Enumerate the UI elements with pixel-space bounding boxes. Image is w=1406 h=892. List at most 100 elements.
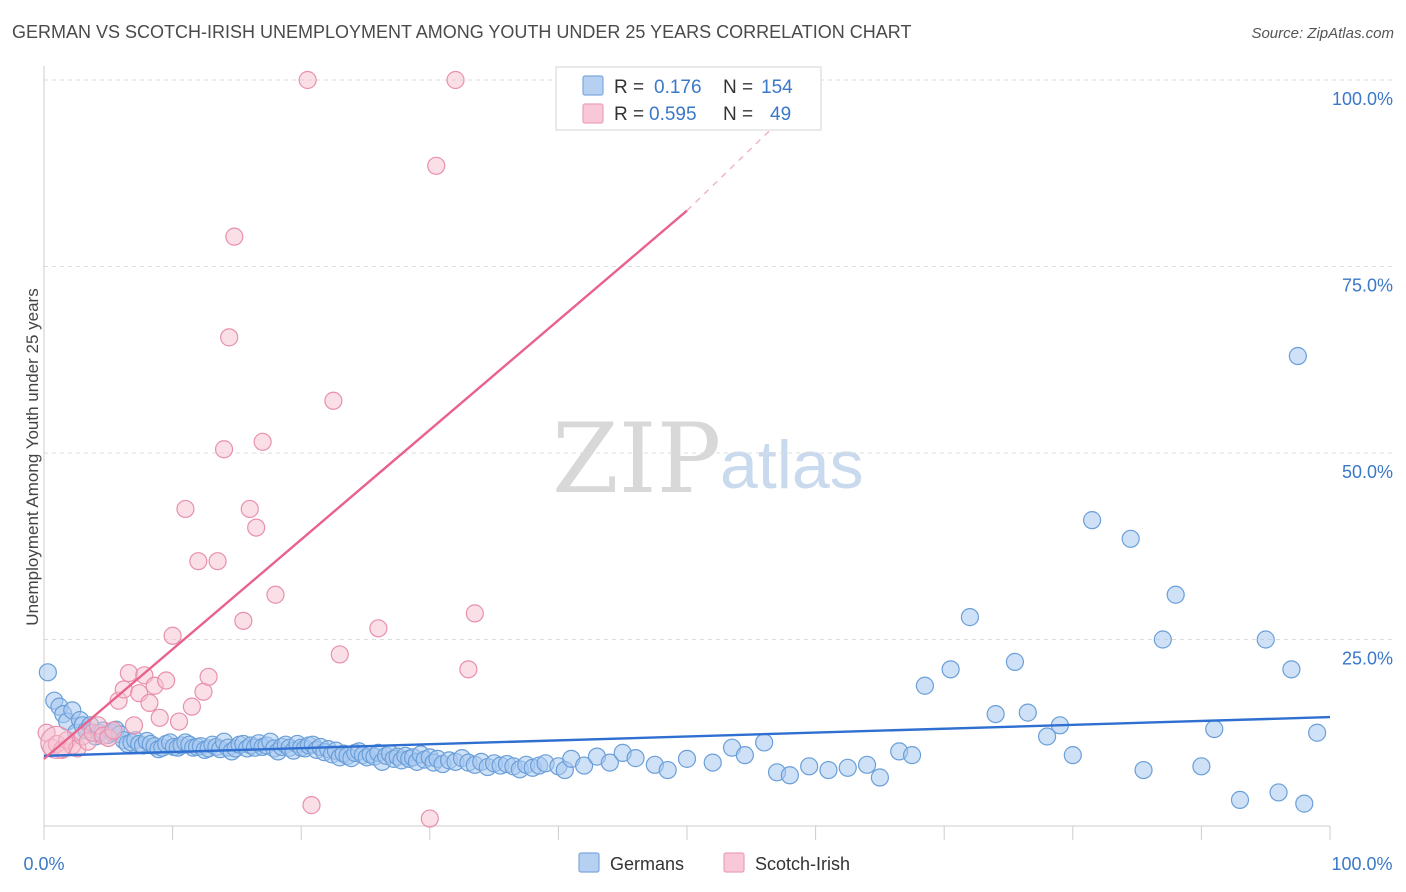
scotch-irish-point-49 [465,604,484,623]
scotch-irish-point-31 [208,552,227,571]
legend-n-label-scotch-irish: N = [723,104,753,125]
germans-point-152 [1134,760,1153,780]
legend-r-label-germans: R = [614,77,644,98]
scotch-irish-point-13 [104,721,123,740]
germans-point-150 [1082,511,1102,530]
chart-title: GERMAN VS SCOTCH-IRISH UNEMPLOYMENT AMON… [12,22,911,42]
scotch-irish-point-27 [182,697,201,716]
scotch-irish-point-40 [298,70,317,90]
legend-r-value-germans: 0.176 [654,77,702,98]
scotch-irish-point-46 [427,156,446,175]
scotch-irish-point-38 [253,432,272,451]
watermark-atlas: atlas [720,427,864,503]
scotch-irish-point-36 [240,499,259,519]
germans-point-142 [941,660,960,679]
germans-point-130 [735,746,754,765]
legend-r-value-scotch-irish: 0.595 [649,104,697,125]
germans-point-156 [1205,719,1224,739]
scotch-irish-point-24 [163,626,182,645]
y-tick-label-75: 75.0% [1342,276,1393,296]
scotch-irish-point-20 [140,693,159,713]
scotch-irish-point-41 [302,796,321,815]
y-tick-label-50: 50.0% [1342,462,1393,482]
scotch-irish-point-48 [459,660,478,679]
chart-source: Source: ZipAtlas.com [1251,25,1394,42]
germans-point-147 [1037,727,1057,746]
scotch-irish-point-22 [150,708,169,727]
bottom-legend-swatch-germans [578,852,600,873]
scotch-irish-point-43 [330,645,349,664]
scotch-irish-point-44 [369,619,388,638]
scotch-irish-point-32 [214,440,234,459]
germans-point-136 [838,758,857,777]
y-axis-label: Unemployment Among Youth under 25 years [23,288,42,625]
scotch-irish-point-37 [247,518,266,537]
germans-point-161 [1295,794,1314,813]
germans-point-133 [780,766,799,785]
bottom-legend-label-germans: Germans [610,854,684,874]
legend-n-value-scotch-irish: 49 [770,104,791,125]
scotch-irish-point-33 [220,328,239,347]
x-axis-ticks [43,826,1331,840]
germans-point-160 [1288,346,1307,366]
watermark-zip: ZIP [552,403,721,515]
germans-point-128 [703,753,722,772]
germans-point-146 [1018,703,1037,722]
germans-point-162 [1308,723,1327,742]
legend-r-label-scotch-irish: R = [614,104,644,125]
scotch-irish-point-42 [324,391,343,410]
legend-n-value-germans: 154 [761,77,793,98]
scotch-irish-point-17 [124,716,144,735]
germans-point-120 [575,756,594,775]
germans-point-144 [986,704,1005,724]
legend-swatch-scotch-irish [582,103,604,124]
scotch-irish-point-39 [266,585,285,604]
germans-point-140 [902,746,922,765]
germans-point-154 [1166,585,1185,604]
gridlines [44,79,1394,640]
y-tick-label-25: 25.0% [1342,649,1393,669]
scotch-irish-point-23 [157,671,176,690]
y-tick-label-100: 100.0% [1332,89,1393,109]
germans-point-138 [870,768,890,787]
germans-point-122 [600,753,619,772]
x-tick-label-min: 0.0% [23,854,64,874]
germans-point-145 [1005,652,1025,671]
scotch-irish-point-30 [199,667,218,686]
scotch-irish-point-45 [420,809,439,828]
germans-point-149 [1063,746,1082,765]
germans-point-135 [819,760,838,780]
scotch-irish-point-25 [169,712,189,731]
scotch-irish-point-16 [119,663,138,683]
germans-point-0 [38,663,57,682]
germans-point-124 [626,749,645,768]
germans-point-126 [658,760,677,780]
legend-n-label-germans: N = [723,77,753,98]
bottom-legend-swatch-scotch-irish [723,852,745,873]
germans-point-159 [1282,660,1301,679]
y-tick-labels: 25.0% 50.0% 75.0% 100.0% [1332,89,1393,669]
scotch-irish-point-47 [446,70,465,90]
germans-point-137 [857,755,877,774]
germans-point-134 [800,757,819,776]
bottom-legend-label-scotch-irish: Scotch-Irish [755,854,850,874]
scotch-irish-trend-line [43,209,688,760]
germans-point-155 [1192,757,1211,776]
germans-point-163 [1269,783,1288,802]
scotch-irish-cluster-point [40,725,74,760]
germans-point-153 [1153,630,1172,649]
germans-point-141 [915,676,935,695]
scotch-irish-points [37,70,484,828]
scotch-irish-point-34 [225,227,244,246]
germans-point-151 [1121,529,1140,548]
scotch-irish-point-35 [234,611,253,630]
scotch-irish-point-26 [176,499,195,519]
x-tick-label-max: 100.0% [1331,854,1392,874]
germans-point-131 [755,733,774,752]
scotch-irish-point-28 [189,552,208,571]
germans-point-127 [677,749,697,768]
legend-swatch-germans [582,75,604,96]
germans-trend-line [43,715,1331,758]
germans-point-158 [1256,630,1275,649]
